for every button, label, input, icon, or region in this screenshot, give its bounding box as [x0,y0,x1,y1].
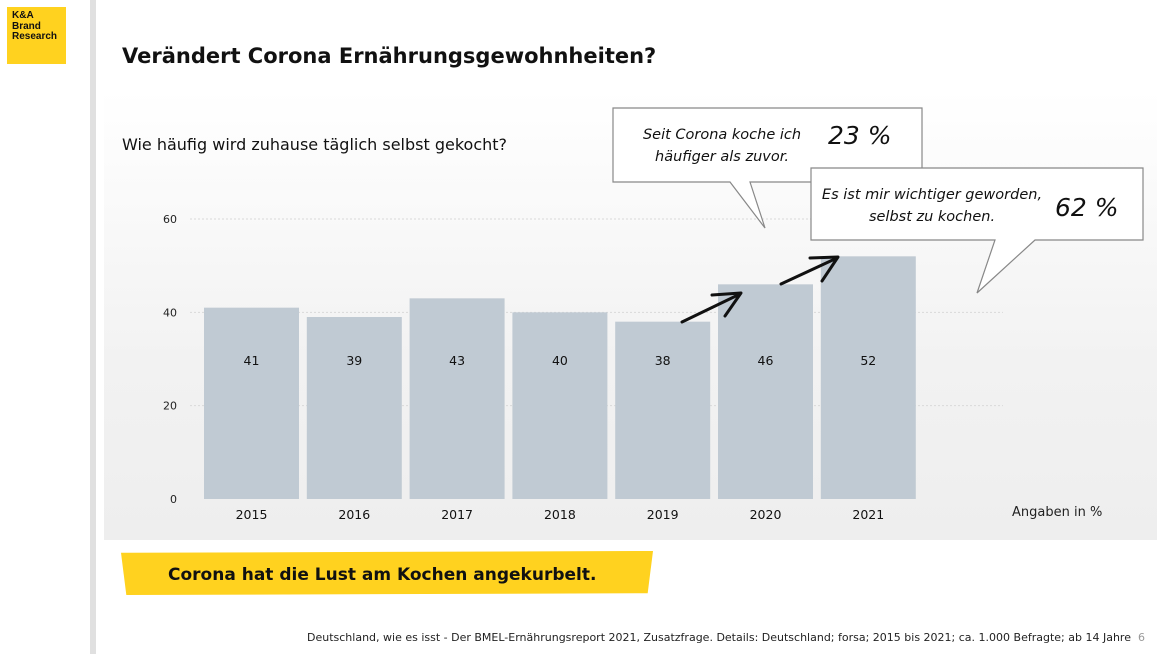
source-footer: Deutschland, wie es isst - Der BMEL-Ernä… [307,631,1131,644]
y-tick-label: 40 [163,306,177,319]
callout-bubble-2 [810,167,1144,294]
logo-line-2: Brand [12,20,41,32]
side-strip [0,0,96,654]
bar-2017 [409,298,505,499]
callout-bubble-1 [612,107,923,229]
x-tick-label: 2017 [441,507,473,522]
page-number: 6 [1138,631,1145,644]
conclusion-banner [121,551,653,595]
bar-value-label: 39 [346,353,362,368]
x-tick-label: 2020 [750,507,782,522]
callout-2-text: Es ist mir wichtiger geworden, selbst zu… [821,187,1043,225]
callout-2-value: 62 % [1055,193,1119,222]
bar-2016 [306,317,402,499]
y-tick-label: 60 [163,213,177,226]
arrow-icon-2 [779,255,840,286]
x-tick-label: 2019 [647,507,679,522]
bars-layer: 41 2015 39 2016 43 2017 40 2018 38 2019 46 2020 52 20… [204,256,916,522]
bar-2021 [820,256,916,499]
logo-line-1: K&A [12,10,34,21]
logo-line-3: Research [12,31,58,42]
bar-2018 [512,312,608,499]
bar-value-label: 41 [244,353,260,368]
bar-value-label: 40 [552,353,568,368]
unit-note: Angaben in % [1012,505,1103,520]
bar-2019 [615,321,711,499]
callout-1-text: Seit Corona koche ich häufiger als zuvor… [642,127,802,165]
x-tick-label: 2021 [852,507,884,522]
x-tick-label: 2018 [544,507,576,522]
bar-value-label: 52 [860,353,876,368]
bar-value-label: 38 [655,353,671,368]
y-tick-label: 0 [170,493,177,506]
bar-2015 [204,307,299,499]
x-tick-label: 2015 [236,507,268,522]
callout-layer [612,107,1144,324]
bar-value-label: 46 [758,353,774,368]
callout-1-value: 23 % [828,121,892,150]
chart-question: Wie häufig wird zuhause täglich selbst g… [122,135,508,154]
bar-2020 [718,284,813,499]
conclusion-text: Corona hat die Lust am Kochen angekurbel… [168,565,597,585]
brand-logo: K&A Brand Research [7,7,66,64]
y-tick-label: 20 [163,400,177,413]
arrow-icon-1 [680,291,743,324]
page-title: Verändert Corona Ernährungsgewohnheiten? [122,44,657,68]
x-tick-label: 2016 [338,507,370,522]
bar-value-label: 43 [449,353,465,368]
